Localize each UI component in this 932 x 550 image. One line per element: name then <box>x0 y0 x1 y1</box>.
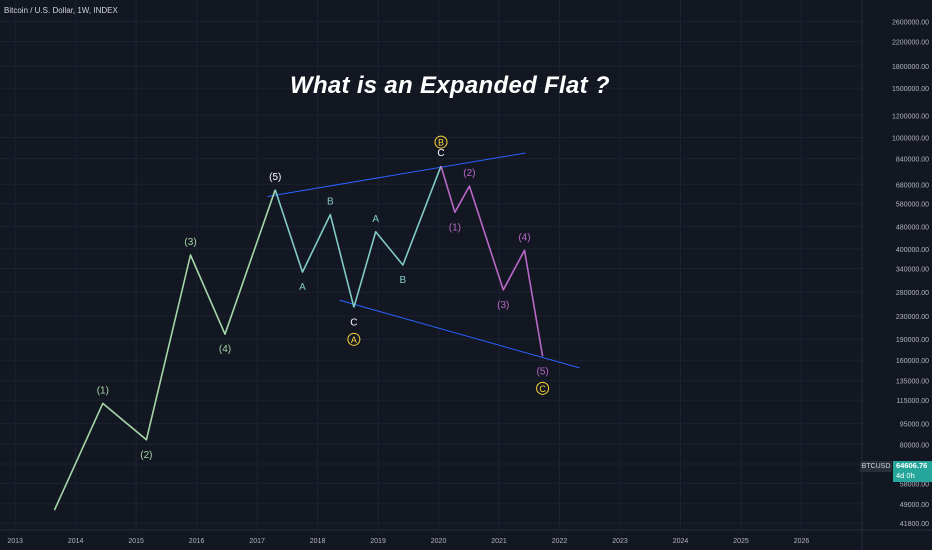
x-tick-label: 2017 <box>249 538 265 545</box>
wave-label: (3) <box>497 300 509 311</box>
wave-label: B <box>400 275 407 286</box>
wave-line-wave-C <box>440 165 544 357</box>
symbol-header[interactable]: Bitcoin / U.S. Dollar, 1W, INDEX <box>4 6 118 15</box>
y-tick-label: 1800000.00 <box>892 64 929 71</box>
x-tick-label: 2018 <box>310 538 326 545</box>
current-price-badge: 64606.76 4d 0h <box>893 461 932 482</box>
y-tick-label: 58000.00 <box>900 481 929 488</box>
y-tick-label: 80000.00 <box>900 442 929 449</box>
x-tick-label: 2026 <box>794 538 810 545</box>
y-tick-label: 2200000.00 <box>892 40 929 47</box>
y-tick-label: 115000.00 <box>896 398 929 405</box>
ticker-symbol-badge: BTCUSD <box>860 461 892 472</box>
wave-label: (4) <box>518 232 530 243</box>
circle-degree-marker <box>347 332 361 346</box>
wave-label: C <box>437 148 444 159</box>
wave-label: (4) <box>219 344 231 355</box>
y-tick-label: 340000.00 <box>896 266 929 273</box>
wave-line-wave-A <box>274 189 355 308</box>
wave-label: (3) <box>184 237 196 248</box>
y-tick-label: 1200000.00 <box>892 113 929 120</box>
circle-degree-marker <box>434 135 448 149</box>
x-tick-label: 2024 <box>673 538 689 545</box>
y-tick-label: 41800.00 <box>900 521 929 528</box>
y-tick-label: 2600000.00 <box>892 19 929 26</box>
wave-label: C <box>350 317 357 328</box>
x-tick-label: 2025 <box>733 538 749 545</box>
x-tick-label: 2019 <box>370 538 386 545</box>
circle-degree-label: B <box>438 138 444 148</box>
y-tick-label: 160000.00 <box>896 358 929 365</box>
bar-countdown: 4d 0h <box>896 471 915 480</box>
wave-label: (5) <box>536 366 548 377</box>
y-tick-label: 1500000.00 <box>892 86 929 93</box>
wave-label: (5) <box>269 172 281 183</box>
wave-label: A <box>299 282 306 293</box>
x-tick-label: 2021 <box>491 538 507 545</box>
wave-line-impulse <box>53 189 276 511</box>
x-tick-label: 2022 <box>552 538 568 545</box>
wave-label: (1) <box>97 385 109 396</box>
x-tick-label: 2020 <box>431 538 447 545</box>
x-tick-label: 2014 <box>68 538 84 545</box>
wave-label: (2) <box>140 450 152 461</box>
y-tick-label: 230000.00 <box>896 314 929 321</box>
y-tick-label: 190000.00 <box>896 337 929 344</box>
circle-degree-label: A <box>351 335 357 345</box>
wave-label: A <box>372 214 379 225</box>
y-tick-label: 840000.00 <box>896 157 929 164</box>
x-tick-label: 2016 <box>189 538 205 545</box>
wave-label: B <box>327 197 334 208</box>
circle-degree-marker <box>536 381 550 395</box>
y-tick-label: 49000.00 <box>900 502 929 509</box>
x-tick-label: 2023 <box>612 538 628 545</box>
trendline <box>339 299 580 369</box>
y-tick-label: 95000.00 <box>900 421 929 428</box>
y-tick-label: 280000.00 <box>896 290 929 297</box>
y-tick-label: 135000.00 <box>896 379 929 386</box>
x-tick-label: 2015 <box>128 538 144 545</box>
wave-label: (2) <box>463 168 475 179</box>
y-tick-label: 1000000.00 <box>892 135 929 142</box>
y-tick-label: 580000.00 <box>896 202 929 209</box>
current-price-value: 64606.76 <box>896 461 928 470</box>
wave-label: (1) <box>449 222 461 233</box>
trendline <box>267 152 526 197</box>
x-tick-label: 2013 <box>7 538 23 545</box>
y-tick-label: 680000.00 <box>896 182 929 189</box>
y-tick-label: 400000.00 <box>896 247 929 254</box>
y-tick-label: 480000.00 <box>896 225 929 232</box>
wave-line-wave-B <box>353 165 442 308</box>
circle-degree-label: C <box>539 384 546 394</box>
chart-title: What is an Expanded Flat ? <box>290 72 610 99</box>
